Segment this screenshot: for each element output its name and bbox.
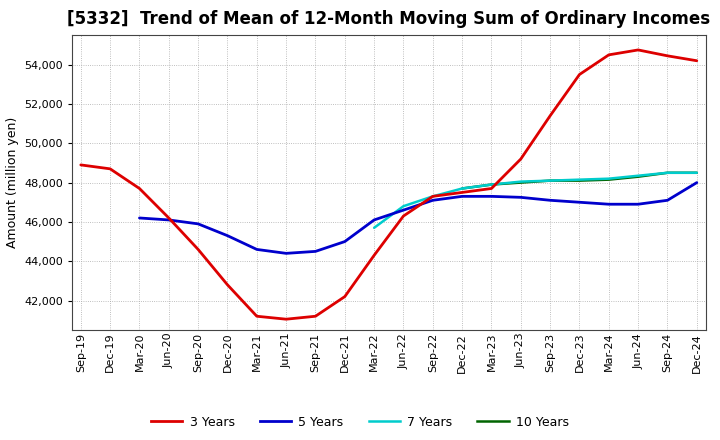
Legend: 3 Years, 5 Years, 7 Years, 10 Years: 3 Years, 5 Years, 7 Years, 10 Years	[146, 411, 574, 434]
Y-axis label: Amount (million yen): Amount (million yen)	[6, 117, 19, 248]
Title: [5332]  Trend of Mean of 12-Month Moving Sum of Ordinary Incomes: [5332] Trend of Mean of 12-Month Moving …	[67, 10, 711, 28]
